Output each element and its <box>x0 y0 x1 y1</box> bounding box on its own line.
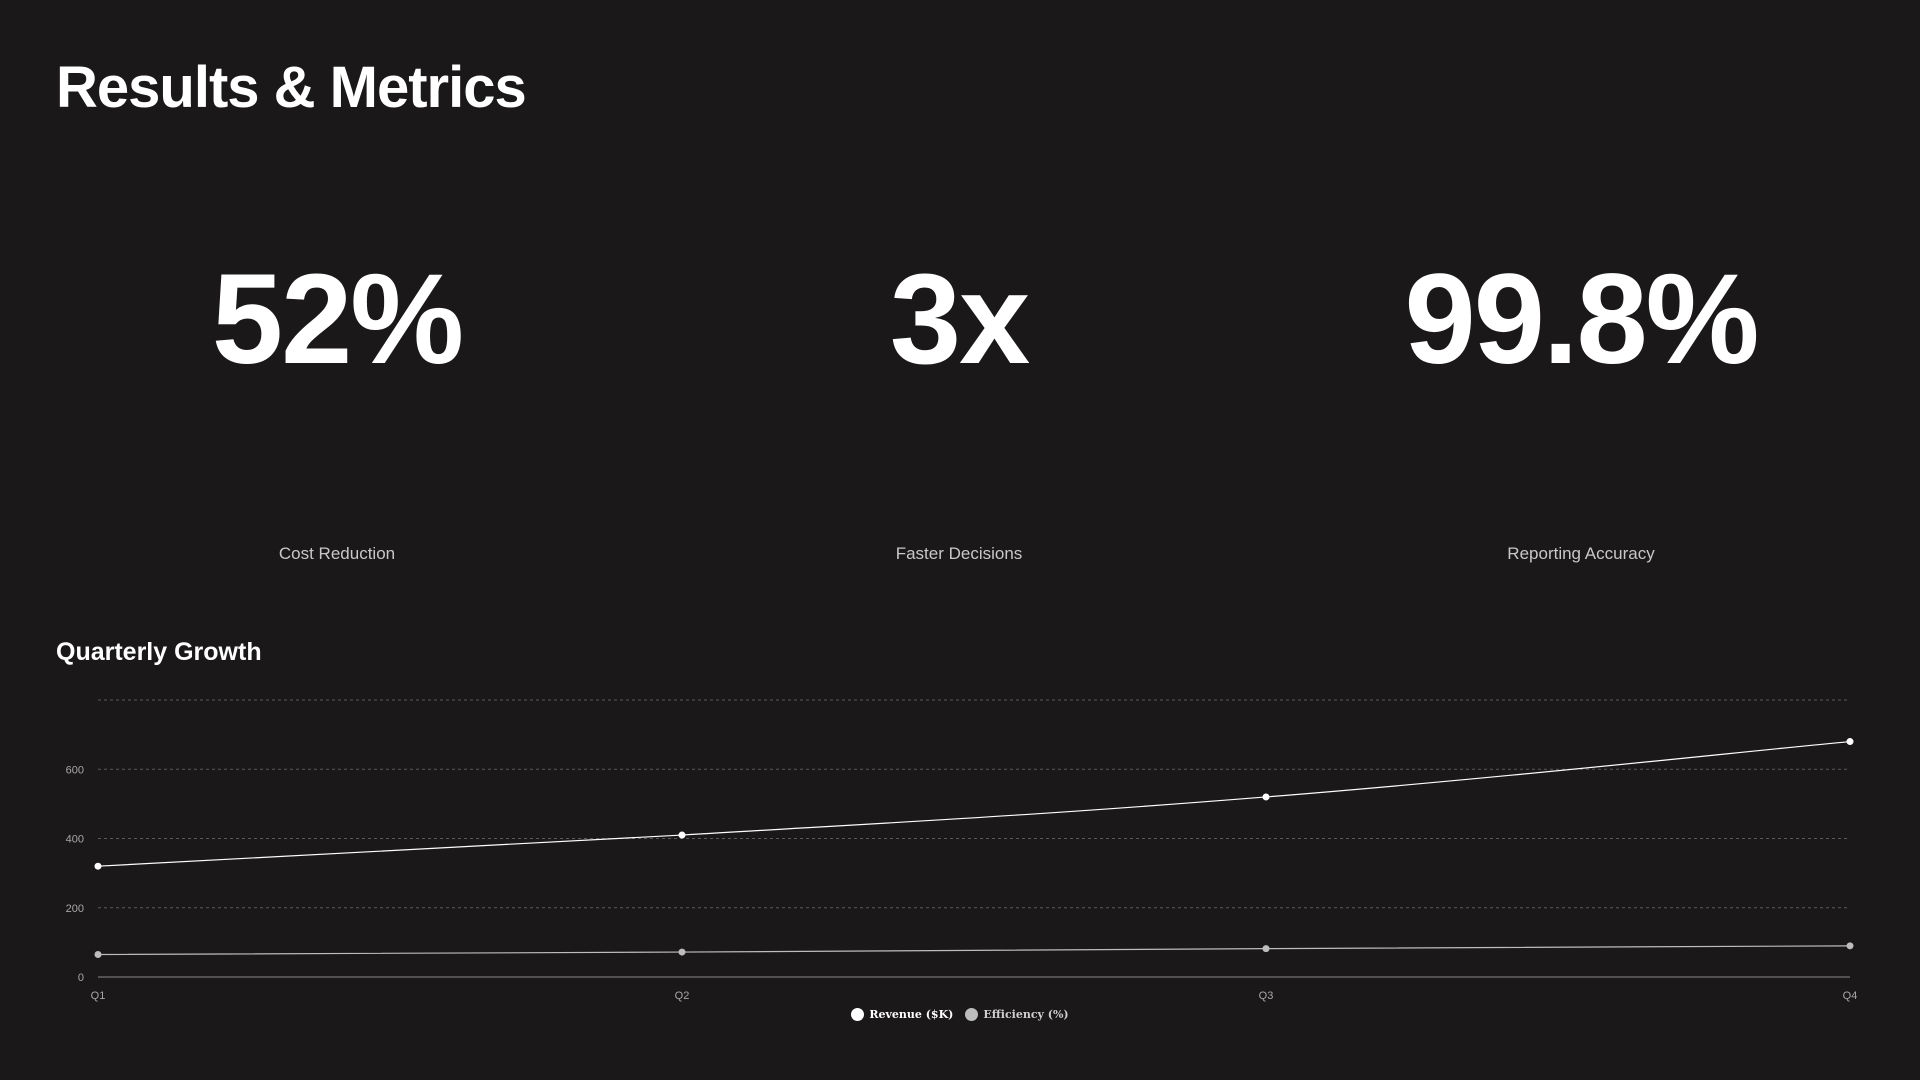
data-point-revenue-k <box>1262 793 1270 801</box>
legend-item: Efficiency (%) <box>965 1008 1069 1021</box>
metric-cost-reduction: 52% Cost Reduction <box>57 240 617 563</box>
series-line-efficiency <box>97 945 1851 956</box>
legend-label: Efficiency (%) <box>983 1008 1069 1021</box>
legend-dot <box>965 1008 979 1021</box>
data-point-revenue-k <box>94 862 102 870</box>
x-tick-label: Q4 <box>1843 990 1858 1002</box>
y-tick-label: 0 <box>78 972 84 984</box>
metric-label: Faster Decisions <box>895 544 1023 563</box>
data-point-efficiency <box>1262 945 1270 953</box>
x-tick-label: Q1 <box>91 990 106 1002</box>
legend-dot <box>851 1008 865 1021</box>
x-tick-label: Q2 <box>675 990 690 1002</box>
metric-value: 52% <box>211 248 464 391</box>
metric-value: 99.8% <box>1404 248 1760 391</box>
page-title: Results & Metrics <box>56 55 527 120</box>
data-point-efficiency <box>94 950 102 958</box>
data-point-efficiency <box>1846 942 1854 950</box>
chart-title: Quarterly Growth <box>56 638 262 666</box>
y-tick-label: 400 <box>66 834 84 846</box>
y-tick-label: 800 <box>66 680 84 683</box>
metric-label: Reporting Accuracy <box>1507 544 1655 563</box>
data-point-revenue-k <box>1846 738 1854 746</box>
series-line-revenue-k <box>97 740 1851 867</box>
y-tick-label: 600 <box>66 764 84 776</box>
legend-item: Revenue ($K) <box>851 1008 953 1021</box>
metric-reporting-accuracy: 99.8% Reporting Accuracy <box>1301 240 1861 563</box>
legend-label: Revenue ($K) <box>869 1008 954 1021</box>
data-point-revenue-k <box>678 831 686 839</box>
data-point-efficiency <box>678 948 686 956</box>
x-tick-label: Q3 <box>1259 990 1274 1002</box>
metric-value: 3x <box>889 248 1030 391</box>
metric-faster-decisions: 3x Faster Decisions <box>679 240 1239 563</box>
chart-legend: Revenue ($K) Efficiency (%) <box>0 1008 1920 1021</box>
quarterly-growth-chart: 0 200 400 600 800 Q1 Q2 Q3 Q4 <box>66 680 1858 1002</box>
y-tick-label: 200 <box>66 903 84 915</box>
metric-label: Cost Reduction <box>278 544 396 563</box>
